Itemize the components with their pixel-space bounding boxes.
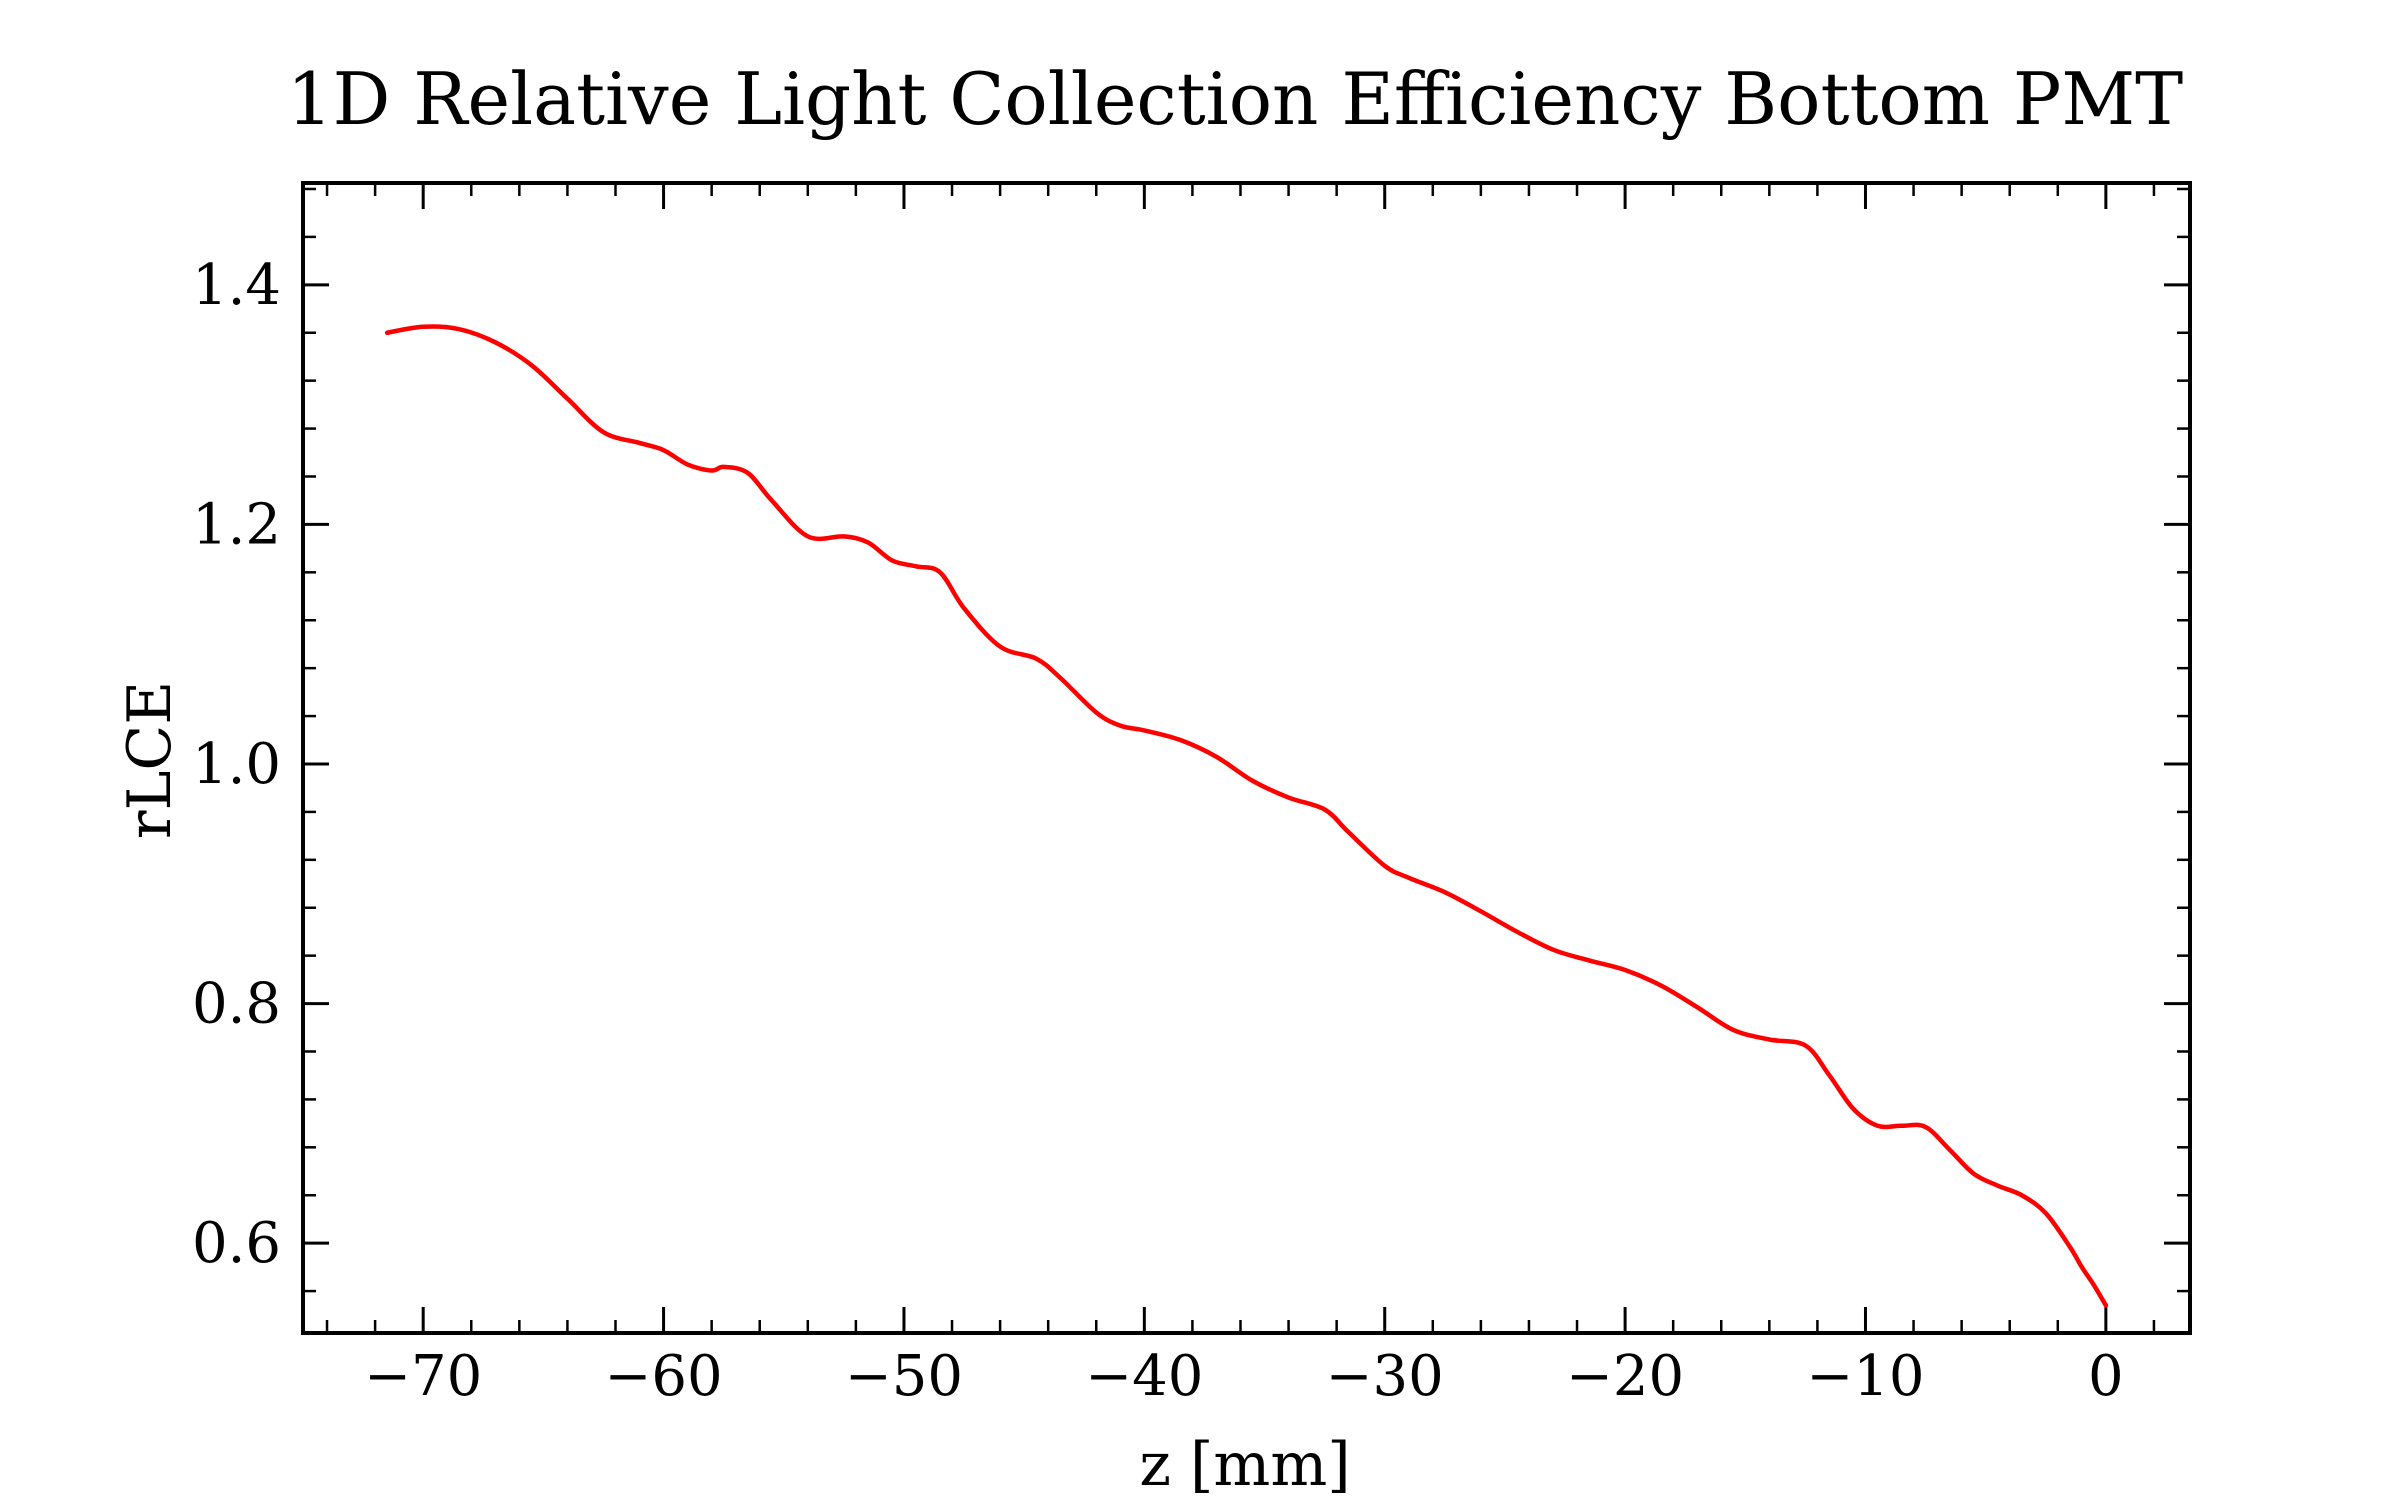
tick-labels-group: −70 −60 −50 −40 −30 −20 −10 0 0.6 0.8 1.0 1.2 1.4 xyxy=(192,253,2124,1409)
x-tick-label: −70 xyxy=(364,1344,482,1409)
y-tick-label: 0.6 xyxy=(192,1211,281,1276)
series-group xyxy=(384,324,2109,1308)
y-tick-label: 0.8 xyxy=(192,972,281,1037)
x-tick-label: −10 xyxy=(1806,1344,1924,1409)
x-tick-label: 0 xyxy=(2088,1344,2124,1409)
rlce-series-line xyxy=(384,324,2109,1308)
y-axis-label: rLCE xyxy=(115,681,185,839)
ticks-group xyxy=(303,183,2190,1333)
y-tick-label: 1.0 xyxy=(192,732,281,797)
x-tick-label: −30 xyxy=(1326,1344,1444,1409)
y-tick-label: 1.4 xyxy=(192,253,281,318)
y-tick-label: 1.2 xyxy=(192,492,281,557)
plot-frame xyxy=(301,181,2192,1335)
x-tick-label: −50 xyxy=(845,1344,963,1409)
chart-title: 1D Relative Light Collection Efficiency … xyxy=(287,57,2183,141)
x-tick-label: −20 xyxy=(1566,1344,1684,1409)
x-axis-label: z [mm] xyxy=(1139,1430,1350,1500)
x-tick-label: −40 xyxy=(1085,1344,1203,1409)
x-tick-label: −60 xyxy=(604,1344,722,1409)
